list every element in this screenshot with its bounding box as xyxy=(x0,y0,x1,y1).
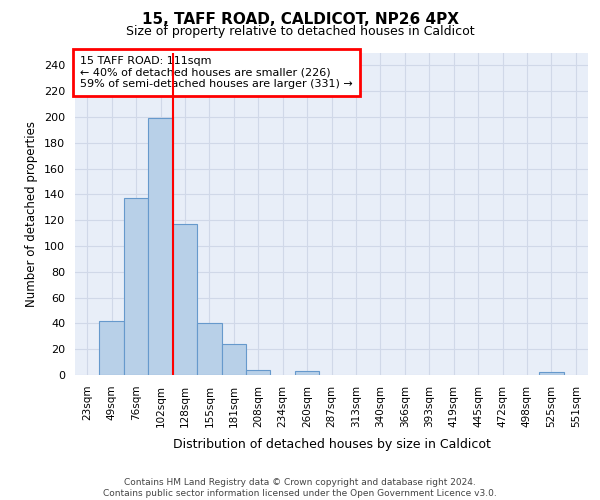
Bar xyxy=(539,372,563,375)
Bar xyxy=(148,118,173,375)
Y-axis label: Number of detached properties: Number of detached properties xyxy=(25,120,38,306)
Text: Contains HM Land Registry data © Crown copyright and database right 2024.
Contai: Contains HM Land Registry data © Crown c… xyxy=(103,478,497,498)
Bar xyxy=(173,224,197,375)
Bar xyxy=(124,198,148,375)
Bar xyxy=(100,321,124,375)
Text: Size of property relative to detached houses in Caldicot: Size of property relative to detached ho… xyxy=(125,25,475,38)
Bar xyxy=(295,371,319,375)
X-axis label: Distribution of detached houses by size in Caldicot: Distribution of detached houses by size … xyxy=(173,438,490,451)
Bar xyxy=(221,344,246,375)
Text: 15 TAFF ROAD: 111sqm
← 40% of detached houses are smaller (226)
59% of semi-deta: 15 TAFF ROAD: 111sqm ← 40% of detached h… xyxy=(80,56,353,89)
Bar xyxy=(197,324,221,375)
Bar xyxy=(246,370,271,375)
Text: 15, TAFF ROAD, CALDICOT, NP26 4PX: 15, TAFF ROAD, CALDICOT, NP26 4PX xyxy=(142,12,458,28)
